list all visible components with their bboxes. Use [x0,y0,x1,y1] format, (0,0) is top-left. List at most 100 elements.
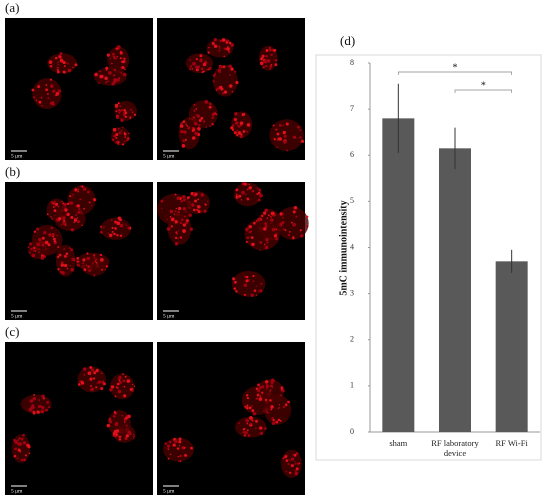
scale-bar-label: 5 μm [11,313,23,319]
nucleus-spot [111,230,114,233]
nucleus-spot [76,217,78,219]
nucleus-spot [237,131,242,135]
nucleus-spot [194,192,198,197]
nucleus-spot [221,38,226,42]
nucleus-spot [251,419,254,422]
y-tick-label: 2 [350,335,354,344]
nucleus-spot [33,230,37,233]
nucleus-spot [271,227,276,232]
nucleus-spot [22,441,27,445]
nucleus-spot [295,469,297,472]
nucleus-spot [18,442,23,446]
nucleus-spot [198,123,201,127]
nucleus-spot [178,460,180,462]
nucleus-spot [195,58,198,61]
nucleus-spot [66,212,70,217]
nucleus [233,182,262,207]
nucleus-spot [109,388,113,392]
nucleus-spot [56,234,58,237]
nucleus-spot [270,218,274,222]
nucleus-spot [125,424,128,427]
nucleus-spot [57,246,60,248]
nucleus-spot [50,216,52,218]
panel-label: (c) [5,324,19,339]
nucleus-spot [57,89,61,93]
nucleus-spot [295,215,298,218]
nucleus-spot [14,447,17,451]
nucleus-spot [228,41,232,45]
nucleus-spot [197,209,201,213]
scale-bar-label: 5 μm [163,153,175,159]
nucleus-spot [251,405,254,407]
nucleus-spot [112,127,117,132]
nucleus-spot [14,455,17,457]
nucleus-spot [287,462,290,466]
nucleus-spot [119,51,123,55]
nucleus-spot [276,146,278,148]
nucleus-spot [281,389,285,393]
nucleus-spot [194,121,198,126]
nucleus-spot [77,383,81,386]
nucleus-spot [266,241,269,244]
nucleus-spot [182,223,186,227]
nucleus [185,53,214,74]
nucleus-spot [61,200,63,203]
bar [439,148,471,433]
nucleus-spot [33,393,36,396]
nucleus-spot [75,214,78,216]
nucleus-spot [76,256,80,260]
nucleus-spot [234,121,239,125]
nucleus-spot [176,196,181,200]
nucleus-spot [123,385,126,388]
nucleus-spot [292,454,294,456]
chart-label: (d) [340,33,355,48]
nucleus-spot [245,406,249,410]
nucleus-spot [115,110,118,113]
nucleus-spot [166,444,170,448]
nucleus-spot [278,404,281,406]
nucleus-spot [246,197,250,201]
nucleus-spot [204,99,209,104]
nucleus-spot [22,433,25,437]
nucleus-spot [116,234,119,237]
nucleus-spot [59,58,64,63]
nucleus-spot [93,371,97,375]
nucleus-spot [14,440,19,444]
nucleus-spot [296,462,300,466]
nucleus-spot [243,113,246,116]
nucleus-spot [236,134,239,137]
nucleus-spot [106,53,110,57]
nucleus-spot [279,212,283,216]
nucleus-spot [133,435,136,438]
nucleus-spot [271,421,276,426]
nucleus-spot [124,115,128,118]
nucleus-spot [215,113,218,116]
nucleus-spot [219,39,222,43]
nucleus-spot [89,377,93,381]
nucleus-spot [196,65,200,69]
nucleus-spot [247,434,251,437]
nucleus-spot [63,65,66,68]
nucleus-spot [191,68,194,70]
nucleus-spot [124,140,126,143]
nucleus-spot [110,219,113,222]
nucleus-spot [176,447,180,450]
nucleus-spot [255,285,257,288]
nucleus-spot [240,199,243,201]
nucleus-spot [178,445,181,447]
nucleus-spot [66,62,69,65]
nucleus-spot [248,406,252,410]
nucleus-spot [58,217,62,221]
nucleus-spot [99,253,103,257]
nucleus-spot [263,211,267,215]
nucleus-spot [264,398,268,402]
nucleus-spot [181,446,185,450]
nucleus-spot [233,118,237,122]
nucleus-spot [235,193,238,196]
nucleus [47,53,77,74]
nucleus-spot [19,450,22,453]
nucleus-spot [194,199,198,203]
nucleus-spot [196,208,199,211]
nucleus-spot [126,138,129,142]
nucleus-spot [252,412,257,416]
